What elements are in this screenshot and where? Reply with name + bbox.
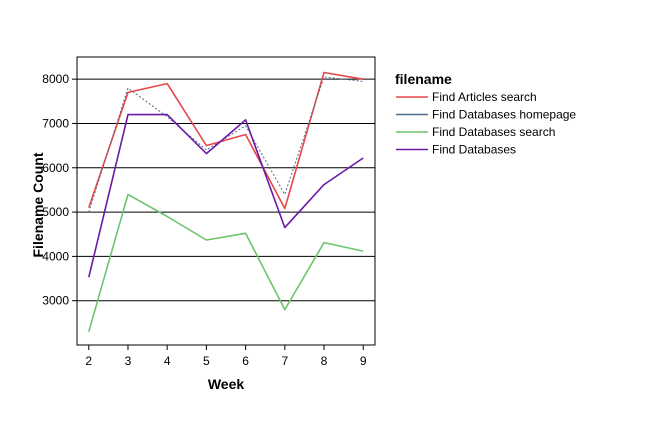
legend-title: filename [395, 71, 452, 87]
x-axis-title: Week [208, 376, 245, 392]
legend-items: Find Articles search Find Databases homep… [396, 90, 576, 157]
x-tick-label: 6 [242, 354, 249, 368]
x-tick-label: 4 [164, 354, 171, 368]
series-lines [88, 71, 364, 332]
legend-label: Find Databases [432, 143, 516, 157]
x-tick-label: 9 [360, 354, 367, 368]
x-axis-ticks: 2 3 4 5 6 7 8 9 [85, 345, 367, 368]
y-tick-label: 3000 [42, 294, 69, 308]
y-tick-label: 8000 [42, 72, 69, 86]
y-axis-ticks: 3000 4000 5000 6000 7000 8000 [42, 72, 77, 308]
series-line [88, 193, 364, 332]
y-axis-title: Filename Count [30, 152, 46, 257]
series-line [88, 71, 364, 210]
x-tick-label: 2 [85, 354, 92, 368]
x-tick-label: 3 [125, 354, 132, 368]
legend-label: Find Databases homepage [432, 108, 576, 122]
series-line [88, 76, 364, 213]
series-line [88, 113, 364, 278]
x-tick-label: 7 [281, 354, 288, 368]
y-tick-label: 5000 [42, 205, 69, 219]
x-tick-label: 8 [321, 354, 328, 368]
x-tick-label: 5 [203, 354, 210, 368]
legend-label: Find Databases search [432, 125, 555, 139]
y-tick-label: 4000 [42, 249, 69, 263]
y-tick-label: 6000 [42, 161, 69, 175]
y-tick-label: 7000 [42, 116, 69, 130]
plot-area [76, 56, 376, 346]
legend: filename Find Articles search Find Databa… [395, 71, 576, 157]
legend-label: Find Articles search [432, 90, 537, 104]
